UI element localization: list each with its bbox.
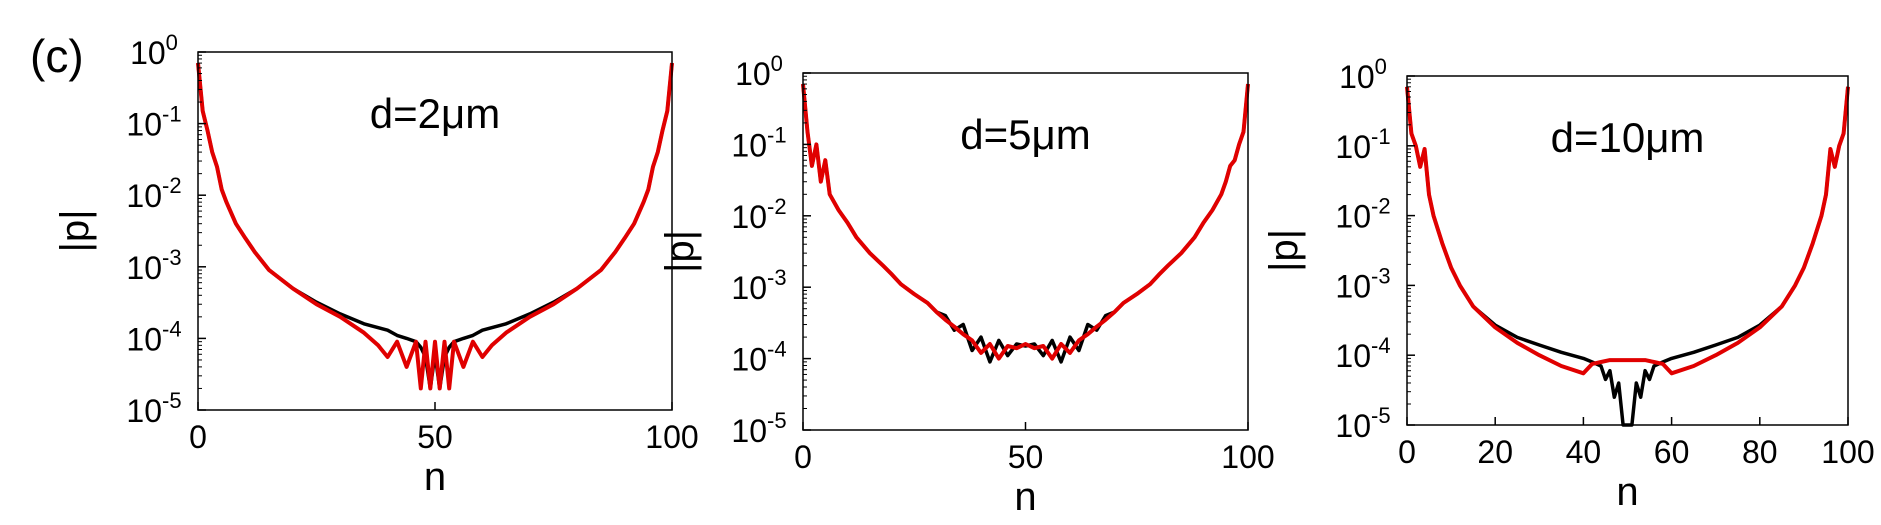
series-line-2	[1405, 86, 1850, 376]
x-tick-label: 60	[1654, 434, 1690, 470]
y-tick-label: 10-4	[731, 337, 786, 378]
y-tick-label: 10-3	[1335, 263, 1390, 304]
x-tick-label: 0	[1398, 434, 1416, 470]
y-tick-label: 10-4	[1335, 333, 1390, 374]
chart-panel-3: 0 20 40 60 80 100 10-5 10-4 10-3 10-2 10-1 100 n |p| d…	[1262, 54, 1875, 514]
y-tick-label: 100	[735, 51, 783, 92]
y-tick-label: 10-4	[126, 316, 181, 357]
x-tick-label: 100	[645, 419, 698, 455]
y-axis-label: |p|	[53, 209, 97, 252]
x-tick-label: 80	[1742, 434, 1778, 470]
x-tick-label: 100	[1821, 434, 1874, 470]
x-tick-label: 50	[417, 419, 453, 455]
annotation-label: d=5μm	[960, 111, 1090, 158]
annotation-label: d=10μm	[1551, 114, 1705, 161]
x-tick-label: 40	[1566, 434, 1602, 470]
y-tick-label: 10-2	[731, 194, 786, 235]
x-tick-label: 20	[1477, 434, 1513, 470]
y-tick-label: 10-2	[126, 173, 181, 214]
y-tick-label: 10-3	[731, 265, 786, 306]
y-tick-label: 10-1	[126, 102, 181, 143]
y-tick-label: 10-5	[731, 408, 786, 449]
x-tick-label: 0	[794, 439, 812, 475]
chart-panel-1: 0 50 100 10-5 10-4 10-3 10-2 10-1 100 n |p| d=2μm	[53, 30, 699, 499]
y-axis-label: |p|	[658, 230, 702, 273]
x-axis-label: n	[1616, 470, 1638, 514]
y-tick-label: 10-3	[126, 245, 181, 286]
y-tick-label: 10-1	[731, 122, 786, 163]
x-axis-label: n	[1014, 475, 1036, 519]
plot-frame	[1406, 75, 1849, 426]
x-axis-label: n	[424, 455, 446, 499]
y-tick-label: 10-2	[1335, 194, 1390, 235]
y-tick-label: 100	[1339, 54, 1387, 95]
series-line-2	[801, 83, 1250, 361]
x-tick-label: 50	[1008, 439, 1044, 475]
series-line-2	[196, 62, 674, 391]
y-tick-label: 10-1	[1335, 124, 1390, 165]
x-tick-label: 0	[189, 419, 207, 455]
figure-label: (c)	[30, 30, 84, 82]
y-tick-label: 100	[130, 30, 178, 71]
chart-panel-2: 0 50 100 10-5 10-4 10-3 10-2 10-1 100 n |p| d=5μm	[658, 51, 1275, 519]
y-tick-label: 10-5	[1335, 403, 1390, 444]
y-axis-label: |p|	[1262, 229, 1306, 272]
y-tick-label: 10-5	[126, 388, 181, 429]
x-tick-label: 100	[1221, 439, 1274, 475]
annotation-label: d=2μm	[370, 90, 500, 137]
